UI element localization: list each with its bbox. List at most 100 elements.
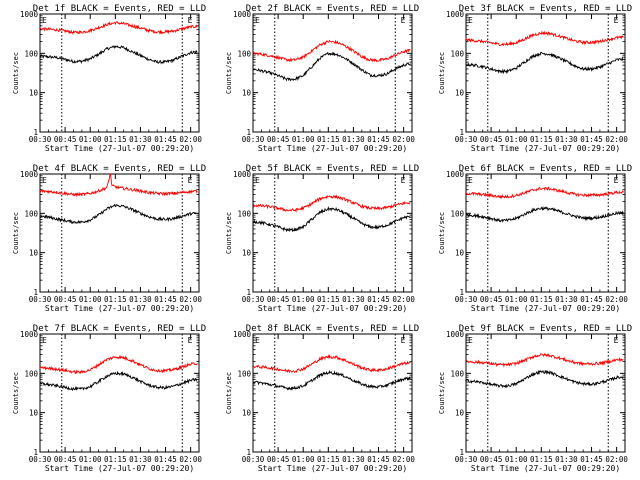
edge-marker-label: E — [468, 176, 473, 185]
x-tick-label: 00:45 — [480, 135, 503, 144]
y-axis-label: Counts/sec — [12, 52, 20, 94]
x-tick-label: 00:30 — [455, 295, 478, 304]
x-tick-label: 02:00 — [179, 135, 202, 144]
x-tick-label: 02:00 — [605, 455, 628, 464]
x-tick-label: 00:45 — [480, 455, 503, 464]
y-tick-label: 1000 — [20, 170, 39, 179]
x-tick-label: 01:00 — [79, 295, 102, 304]
x-tick-label: 01:00 — [292, 135, 315, 144]
series-events-line — [252, 205, 411, 233]
x-axis-label: Start Time (27-Jul-07 00:29:20) — [258, 464, 407, 473]
edge-marker-label: E — [401, 16, 406, 25]
x-tick-label: 00:30 — [242, 455, 265, 464]
panel-det-5: Det 5f BLACK = Events, RED = LLD 1 10 100 10… — [225, 164, 419, 313]
x-tick-label: 01:15 — [317, 455, 340, 464]
x-tick-label: 01:15 — [530, 455, 553, 464]
y-tick-label: 1000 — [20, 10, 39, 19]
axes-frame — [465, 333, 626, 453]
series-events-line — [465, 369, 624, 389]
series-events-line — [252, 51, 411, 82]
x-tick-label: 02:00 — [179, 455, 202, 464]
series-lld-line — [465, 186, 624, 200]
y-tick-label: 10 — [455, 409, 465, 418]
x-tick-label: 00:45 — [480, 295, 503, 304]
x-tick-label: 00:45 — [54, 455, 77, 464]
axes-frame — [252, 333, 413, 453]
x-tick-label: 00:45 — [267, 455, 290, 464]
edge-marker-label: E — [42, 16, 47, 25]
y-tick-label: 100 — [237, 209, 251, 218]
y-tick-label: 10 — [242, 409, 252, 418]
x-tick-label: 02:00 — [392, 455, 415, 464]
edge-marker-label: E — [614, 336, 619, 345]
x-axis-label: Start Time (27-Jul-07 00:29:20) — [45, 304, 194, 313]
panel-det-2: Det 2f BLACK = Events, RED = LLD 1 10 100 10… — [225, 4, 419, 153]
y-tick-label: 1 — [33, 288, 38, 297]
panel-title: Det 4f BLACK = Events, RED = LLD — [33, 164, 206, 174]
panel-title: Det 6f BLACK = Events, RED = LLD — [459, 164, 632, 174]
x-tick-label: 01:45 — [367, 295, 390, 304]
y-tick-label: 100 — [237, 369, 251, 378]
x-tick-label: 01:00 — [505, 455, 528, 464]
x-tick-label: 00:30 — [242, 135, 265, 144]
edge-marker-label: E — [42, 336, 47, 345]
series-lld-line — [465, 30, 624, 47]
x-tick-label: 02:00 — [392, 295, 415, 304]
edge-marker-label: E — [401, 336, 406, 345]
y-axis-label: Counts/sec — [12, 372, 20, 414]
x-tick-label: 01:00 — [292, 455, 315, 464]
series-events-line — [252, 369, 411, 391]
x-tick-label: 01:30 — [129, 135, 152, 144]
x-tick-label: 01:15 — [530, 295, 553, 304]
x-tick-label: 02:00 — [605, 295, 628, 304]
y-tick-label: 100 — [450, 49, 464, 58]
edge-marker-label: E — [188, 336, 193, 345]
series-lld-line — [39, 21, 198, 36]
y-axis-label: Counts/sec — [225, 372, 233, 414]
x-tick-label: 00:30 — [242, 295, 265, 304]
series-lld-line — [39, 172, 198, 198]
panel-title: Det 8f BLACK = Events, RED = LLD — [246, 324, 419, 334]
series-lld-line — [465, 352, 624, 368]
y-tick-label: 1 — [246, 128, 251, 137]
panel-det-9: Det 9f BLACK = Events, RED = LLD 1 10 100 10… — [438, 324, 632, 473]
series-lld-line — [252, 353, 411, 374]
y-tick-label: 1000 — [233, 10, 252, 19]
series-events-line — [39, 370, 198, 392]
edge-marker-label: E — [401, 176, 406, 185]
y-tick-label: 100 — [24, 209, 38, 218]
y-axis-label: Counts/sec — [12, 212, 20, 254]
x-tick-label: 00:30 — [29, 295, 52, 304]
panel-title: Det 7f BLACK = Events, RED = LLD — [33, 324, 206, 334]
axes-frame — [39, 333, 200, 453]
x-tick-label: 02:00 — [179, 295, 202, 304]
x-tick-label: 01:15 — [104, 135, 127, 144]
y-tick-label: 100 — [237, 49, 251, 58]
x-tick-label: 01:45 — [580, 135, 603, 144]
y-axis-label: Counts/sec — [225, 212, 233, 254]
x-tick-label: 01:30 — [555, 295, 578, 304]
x-tick-label: 01:30 — [555, 455, 578, 464]
x-tick-label: 01:45 — [580, 295, 603, 304]
y-tick-label: 1 — [246, 448, 251, 457]
edge-marker-label: E — [188, 16, 193, 25]
y-axis-label: Counts/sec — [438, 52, 446, 94]
x-tick-label: 01:15 — [104, 455, 127, 464]
y-axis-label: Counts/sec — [438, 212, 446, 254]
x-tick-label: 01:15 — [530, 135, 553, 144]
x-tick-label: 01:30 — [129, 455, 152, 464]
x-axis-label: Start Time (27-Jul-07 00:29:20) — [45, 464, 194, 473]
y-axis-label: Counts/sec — [225, 52, 233, 94]
edge-marker-label: E — [614, 176, 619, 185]
x-tick-label: 01:30 — [342, 455, 365, 464]
x-tick-label: 01:00 — [505, 135, 528, 144]
x-axis-label: Start Time (27-Jul-07 00:29:20) — [471, 464, 620, 473]
x-tick-label: 01:15 — [104, 295, 127, 304]
x-tick-label: 00:30 — [29, 135, 52, 144]
panel-title: Det 2f BLACK = Events, RED = LLD — [246, 4, 419, 14]
x-tick-label: 01:30 — [555, 135, 578, 144]
panel-det-3: Det 3f BLACK = Events, RED = LLD 1 10 100 10… — [438, 4, 632, 153]
y-tick-label: 1000 — [233, 330, 252, 339]
series-events-line — [39, 203, 198, 225]
